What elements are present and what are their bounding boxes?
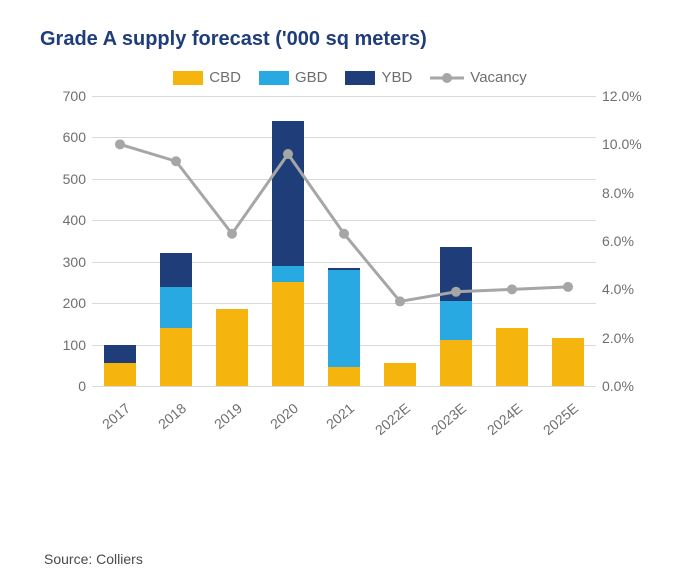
legend-swatch-cbd (173, 71, 203, 85)
y-left-label: 100 (42, 337, 86, 353)
vacancy-marker (171, 156, 181, 166)
legend-item-vacancy: Vacancy (430, 69, 526, 86)
vacancy-line (92, 96, 596, 386)
x-axis-label: 2023E (428, 400, 469, 438)
plot (92, 96, 596, 386)
y-right-label: 4.0% (602, 281, 654, 297)
y-left-label: 700 (42, 88, 86, 104)
y-right-label: 12.0% (602, 88, 654, 104)
legend-line-icon (430, 71, 464, 85)
legend-label-gbd: GBD (295, 69, 328, 86)
legend-swatch-gbd (259, 71, 289, 85)
vacancy-marker (227, 229, 237, 239)
legend-item-cbd: CBD (173, 69, 241, 86)
y-right-label: 10.0% (602, 136, 654, 152)
legend-item-ybd: YBD (345, 69, 412, 86)
x-axis-label: 2018 (155, 400, 189, 432)
y-left-label: 400 (42, 212, 86, 228)
x-axis-label: 2017 (99, 400, 133, 432)
legend: CBD GBD YBD Vacancy (36, 69, 664, 86)
legend-label-ybd: YBD (381, 69, 412, 86)
x-axis-label: 2019 (211, 400, 245, 432)
x-axis-label: 2024E (484, 400, 525, 438)
x-axis-labels: 2017 2018 2019 2020 2021 2022E 2023E 2024E 2025E (92, 392, 596, 436)
chart-area: 0100200300400500600700 0.0%2.0%4.0%6.0%8… (42, 96, 654, 436)
y-right-label: 0.0% (602, 378, 654, 394)
vacancy-marker (451, 287, 461, 297)
y-left-label: 200 (42, 295, 86, 311)
vacancy-polyline (120, 144, 568, 301)
y-left-label: 300 (42, 254, 86, 270)
y-left-label: 500 (42, 171, 86, 187)
grid-line (92, 386, 596, 387)
vacancy-marker (507, 284, 517, 294)
vacancy-marker (339, 229, 349, 239)
y-right-label: 2.0% (602, 330, 654, 346)
legend-label-vacancy: Vacancy (470, 69, 526, 86)
vacancy-marker (395, 296, 405, 306)
x-axis-label: 2020 (267, 400, 301, 432)
y-right-label: 8.0% (602, 185, 654, 201)
x-axis-label: 2025E (540, 400, 581, 438)
chart-card: Grade A supply forecast ('000 sq meters)… (0, 0, 696, 585)
x-axis-label: 2021 (323, 400, 357, 432)
y-left-label: 600 (42, 129, 86, 145)
y-left-label: 0 (42, 378, 86, 394)
y-right-label: 6.0% (602, 233, 654, 249)
source-text: Source: Colliers (44, 551, 143, 567)
vacancy-marker (563, 282, 573, 292)
chart-title: Grade A supply forecast ('000 sq meters) (40, 28, 664, 51)
vacancy-marker (115, 139, 125, 149)
vacancy-marker (283, 149, 293, 159)
legend-label-cbd: CBD (209, 69, 241, 86)
x-axis-label: 2022E (372, 400, 413, 438)
legend-item-gbd: GBD (259, 69, 328, 86)
legend-swatch-ybd (345, 71, 375, 85)
